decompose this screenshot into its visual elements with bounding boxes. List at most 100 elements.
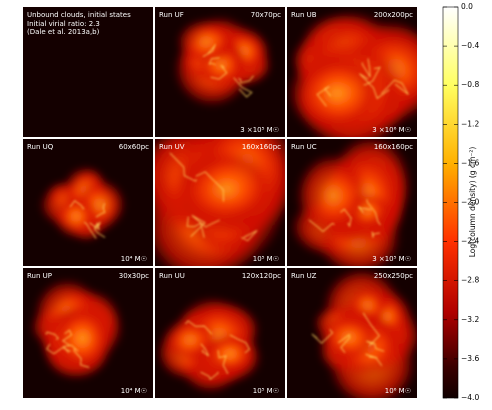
cloud-body <box>291 139 412 266</box>
colorbar-tick-label: −2.0 <box>461 198 479 207</box>
cloud <box>291 139 412 266</box>
filaments <box>308 199 381 238</box>
colorbar-tick-label: −3.2 <box>461 315 479 324</box>
cloud-blob <box>173 148 279 231</box>
panel-mass: 10⁵ M☉ <box>253 387 279 395</box>
cloud-body <box>174 16 272 107</box>
filament <box>229 334 251 354</box>
panel-name: Unbound clouds, initial states <box>27 11 131 19</box>
filament <box>308 219 335 233</box>
filament <box>190 214 220 237</box>
panel: Run UQ 60x60pc 10⁴ M☉ <box>23 139 153 266</box>
colorbar-tick-label: −0.8 <box>461 80 479 89</box>
panel: Run UP 30x30pc 10⁴ M☉ <box>23 268 153 398</box>
panel-name: Run UC <box>291 143 317 151</box>
filament <box>210 64 228 80</box>
filament <box>208 57 220 66</box>
filament <box>337 333 351 354</box>
cloud-blob <box>53 195 99 238</box>
filament <box>340 208 352 228</box>
cloud-blob <box>287 51 385 136</box>
cloud <box>157 297 262 394</box>
panel-size: 60x60pc <box>119 143 149 151</box>
filaments <box>202 43 254 98</box>
cloud <box>174 16 272 107</box>
panel-bg <box>23 7 153 137</box>
filaments <box>316 58 409 107</box>
filament <box>362 312 380 347</box>
filament <box>184 320 213 335</box>
panel-mass: 3 ×10⁶ M☉ <box>372 126 411 134</box>
panel-mass: 10⁴ M☉ <box>121 255 147 263</box>
filament <box>45 331 59 341</box>
panel-name: Run UU <box>159 272 185 280</box>
panel-name: Run UV <box>159 143 185 151</box>
filament <box>73 348 90 368</box>
filament <box>233 77 253 98</box>
filaments <box>311 312 385 367</box>
cloud-blob <box>177 19 235 65</box>
panel-name: Run UF <box>159 11 184 19</box>
colorbar-label: Log(column density) (g cm⁻²) <box>468 147 477 258</box>
filament <box>69 200 85 210</box>
cloud-body <box>157 297 262 394</box>
panel-name: Run UB <box>291 11 317 19</box>
panel-size: 160x160pc <box>242 143 281 151</box>
filament <box>240 229 258 242</box>
filament <box>361 58 371 78</box>
cloud <box>30 279 123 380</box>
panel-mass: 10⁵ M☉ <box>253 255 279 263</box>
filament <box>200 343 210 357</box>
cloud-blob <box>317 312 380 362</box>
colorbar-tick-label: −2.4 <box>461 237 479 246</box>
panel-mass: 10⁶ M☉ <box>385 387 411 395</box>
filament <box>89 221 101 230</box>
filament <box>186 216 205 238</box>
cloud-blob <box>296 153 371 238</box>
filament <box>359 73 390 100</box>
filament <box>195 171 224 202</box>
cloud <box>287 10 417 137</box>
cloud-blob <box>163 318 218 362</box>
filament <box>316 86 332 107</box>
filament <box>380 79 409 95</box>
filament <box>169 152 197 182</box>
panel-note: (Dale et al. 2013a,b) <box>27 28 100 36</box>
colorbar-tick-label: 0.0 <box>461 2 473 11</box>
panel-mass: 3 ×10⁵ M☉ <box>240 126 279 134</box>
panel-size: 70x70pc <box>251 11 281 19</box>
cloud <box>39 167 125 241</box>
filament <box>46 343 71 355</box>
panel-size: 160x160pc <box>374 143 413 151</box>
filaments <box>169 152 258 242</box>
panel: Run UC 160x160pc 3 ×10⁵ M☉ <box>287 139 417 266</box>
filament <box>83 221 97 239</box>
cloud <box>155 139 285 266</box>
filament <box>371 231 380 238</box>
colorbar-tick-label: −1.6 <box>461 158 479 167</box>
panel-note: Initial virial ratio: 2.3 <box>27 20 100 28</box>
panel-name: Run UZ <box>291 272 317 280</box>
colorbar-tick-label: −4.0 <box>461 393 479 402</box>
panel: Run UU 120x120pc 10⁵ M☉ <box>155 268 285 398</box>
colorbar-tick-label: −2.8 <box>461 276 479 285</box>
panel: Run UF 70x70pc 3 ×10⁵ M☉ <box>155 7 285 137</box>
colorbar-tick-label: −3.6 <box>461 354 479 363</box>
panel-size: 250x250pc <box>374 272 413 280</box>
panel-name: Run UP <box>27 272 52 280</box>
cloud-body <box>314 268 417 398</box>
cloud <box>311 268 417 398</box>
panel-size: 120x120pc <box>242 272 281 280</box>
filament <box>202 43 216 58</box>
panel-size: 30x30pc <box>119 272 149 280</box>
filaments <box>45 329 90 368</box>
filament <box>365 353 383 367</box>
panel: Run UB 200x200pc 3 ×10⁶ M☉ <box>287 7 417 137</box>
cloud-blob <box>203 333 258 375</box>
panel: Run UZ 250x250pc 10⁶ M☉ <box>287 268 417 398</box>
cloud-blob <box>52 301 115 375</box>
filaments <box>69 200 106 239</box>
filament <box>366 199 381 226</box>
